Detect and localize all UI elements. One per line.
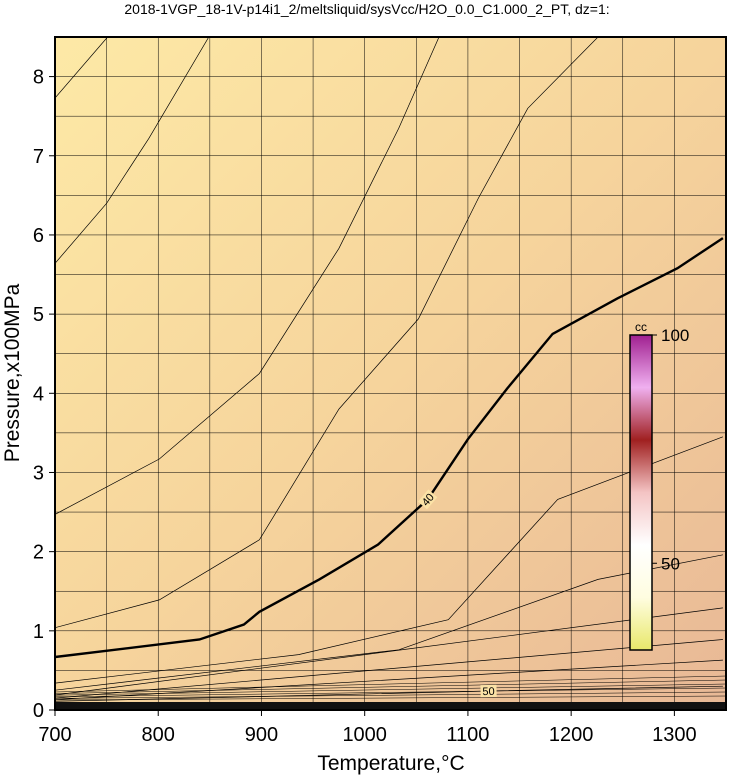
y-tick-label: 1 (33, 621, 44, 643)
x-axis-label: Temperature,°C (317, 752, 464, 775)
y-tick-label: 4 (33, 383, 44, 405)
dense-contour (55, 675, 726, 693)
contour-line (55, 37, 108, 99)
chart-title: 2018-1VGP_18-1V-p14i1_2/meltsliquid/sysV… (124, 1, 609, 17)
contour-line (55, 436, 724, 684)
y-tick-label: 8 (33, 67, 44, 89)
y-axis-label: Pressure,x100MPa (1, 283, 24, 462)
dense-contour (55, 687, 726, 698)
colorbar-title: cc (635, 320, 647, 334)
contour-line (55, 607, 723, 696)
contour-line (55, 37, 440, 515)
x-tick-label: 900 (245, 724, 278, 746)
contour-line (55, 685, 723, 702)
dense-contour (55, 679, 726, 694)
contour-line (55, 659, 723, 701)
dense-contour (55, 691, 726, 699)
contour-label-bg (417, 489, 438, 510)
contour-label-bg (480, 684, 497, 698)
contour-line (55, 37, 210, 264)
y-tick-label: 2 (33, 542, 44, 564)
contour-line (55, 37, 599, 629)
plot-frame (54, 36, 727, 711)
x-tick-label: 800 (142, 724, 175, 746)
colorbar-tick-label: 50 (661, 554, 680, 573)
colorbar (629, 334, 653, 651)
dense-contours (55, 702, 726, 710)
x-tick-label: 700 (38, 724, 71, 746)
colorbar-tick-label: 100 (661, 326, 689, 345)
x-tick-label: 1300 (652, 724, 697, 746)
y-tick-label: 6 (33, 225, 44, 247)
y-tick-label: 0 (33, 700, 44, 722)
contour-line (55, 554, 723, 691)
x-tick-label: 1200 (549, 724, 594, 746)
x-tick-label: 1100 (446, 724, 489, 746)
plot-background (55, 37, 726, 710)
y-tick-label: 5 (33, 304, 44, 326)
x-tick-label: 1000 (342, 724, 387, 746)
y-tick-label: 7 (33, 146, 44, 168)
contour-label: 50 (482, 686, 495, 698)
contour-line (55, 639, 723, 699)
dense-contour (55, 695, 726, 701)
y-tick-label: 3 (33, 462, 44, 484)
